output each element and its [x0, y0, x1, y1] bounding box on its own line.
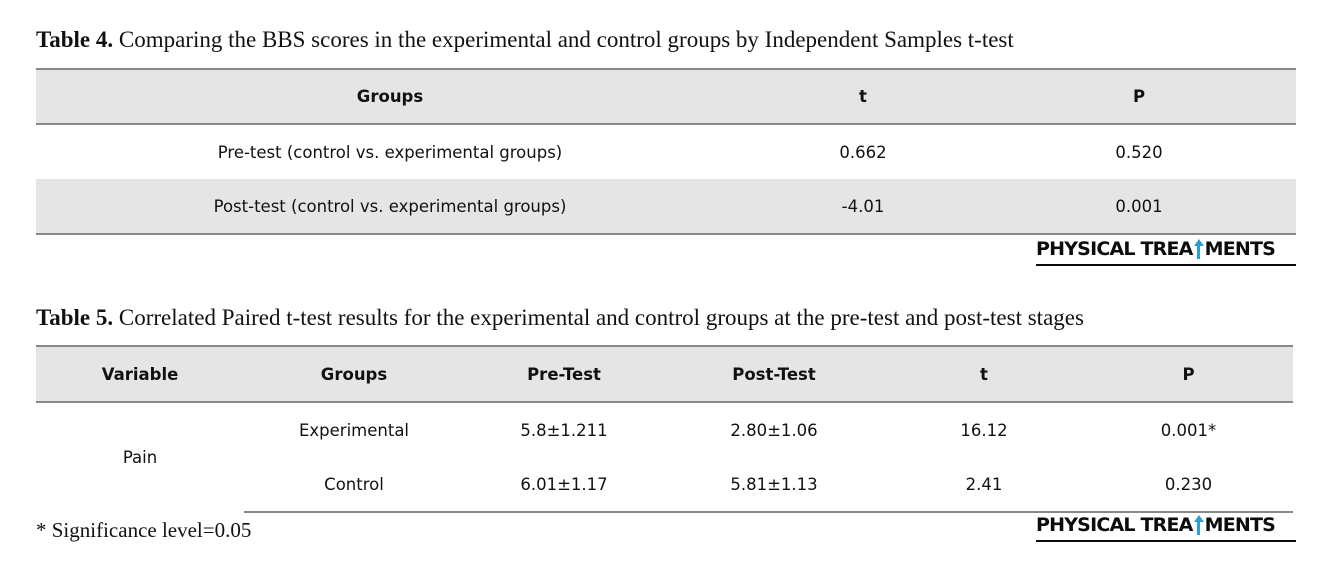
- table4-caption: Table 4. Comparing the BBS scores in the…: [36, 27, 1014, 53]
- table5-cell-t: 16.12: [960, 420, 1008, 440]
- table5-cell-pretest: 5.8±1.211: [520, 420, 608, 440]
- table4-caption-text: Comparing the BBS scores in the experime…: [113, 27, 1014, 52]
- table4-cell-t: 0.662: [839, 142, 887, 162]
- table5-caption-label: Table 5.: [36, 305, 114, 330]
- physical-treatments-logo: PHYSICAL TREA MENTS: [1036, 514, 1296, 542]
- table5-cell-group: Experimental: [298, 420, 410, 440]
- table4-header-p: P: [982, 68, 1296, 125]
- table5-header-pretest: Pre-Test: [464, 345, 664, 403]
- table-row: Control 6.01±1.17 5.81±1.13 2.41 0.230: [36, 457, 1293, 513]
- logo-text-end: MENTS: [1204, 514, 1276, 536]
- up-arrow-icon: [1193, 514, 1204, 536]
- table4: Groups t P Pre-test (control vs. experim…: [36, 68, 1296, 235]
- table5-cell-variable: Pain: [122, 448, 158, 467]
- table5-header-variable: Variable: [36, 345, 244, 403]
- table5-header-p: P: [1084, 345, 1293, 403]
- significance-footnote: * Significance level=0.05: [36, 518, 252, 542]
- up-arrow-icon: [1193, 238, 1204, 260]
- table4-header-row: Groups t P: [36, 68, 1296, 125]
- table4-cell-t: -4.01: [744, 179, 982, 235]
- table4-caption-label: Table 4.: [36, 27, 114, 52]
- physical-treatments-logo: PHYSICAL TREA MENTS: [1036, 238, 1296, 266]
- table5-cell-p: 0.230: [1084, 457, 1293, 513]
- logo-text-end: MENTS: [1204, 238, 1276, 260]
- table-row: Pre-test (control vs. experimental group…: [36, 124, 1296, 179]
- table4-header-groups: Groups: [36, 68, 744, 125]
- table5-header-t: t: [884, 345, 1084, 403]
- table5-cell-posttest: 2.80±1.06: [730, 420, 818, 440]
- logo-text-start: PHYSICAL TREA: [1036, 514, 1193, 536]
- table4-cell-p: 0.001: [982, 179, 1296, 235]
- table5-caption-text: Correlated Paired t-test results for the…: [113, 305, 1084, 330]
- table5-cell-p: 0.001*: [1160, 420, 1217, 440]
- table5-cell-posttest: 5.81±1.13: [664, 457, 884, 513]
- table5-header-groups: Groups: [244, 345, 464, 403]
- logo-text-start: PHYSICAL TREA: [1036, 238, 1193, 260]
- table4-header-t: t: [744, 68, 982, 125]
- table-row: Pain Experimental 5.8±1.211 2.80±1.06 16…: [36, 402, 1293, 468]
- table4-cell-group: Pre-test (control vs. experimental group…: [217, 142, 563, 162]
- table5-cell-group: Control: [244, 457, 464, 513]
- table5-header-row: Variable Groups Pre-Test Post-Test t P: [36, 345, 1293, 403]
- table5-header-posttest: Post-Test: [664, 345, 884, 403]
- table5-cell-pretest: 6.01±1.17: [464, 457, 664, 513]
- table5: Variable Groups Pre-Test Post-Test t P P…: [36, 345, 1293, 513]
- table4-cell-p: 0.520: [1115, 142, 1163, 162]
- table5-caption: Table 5. Correlated Paired t-test result…: [36, 305, 1084, 331]
- table5-cell-t: 2.41: [884, 457, 1084, 513]
- table-row: Post-test (control vs. experimental grou…: [36, 179, 1296, 235]
- table4-cell-group: Post-test (control vs. experimental grou…: [36, 179, 744, 235]
